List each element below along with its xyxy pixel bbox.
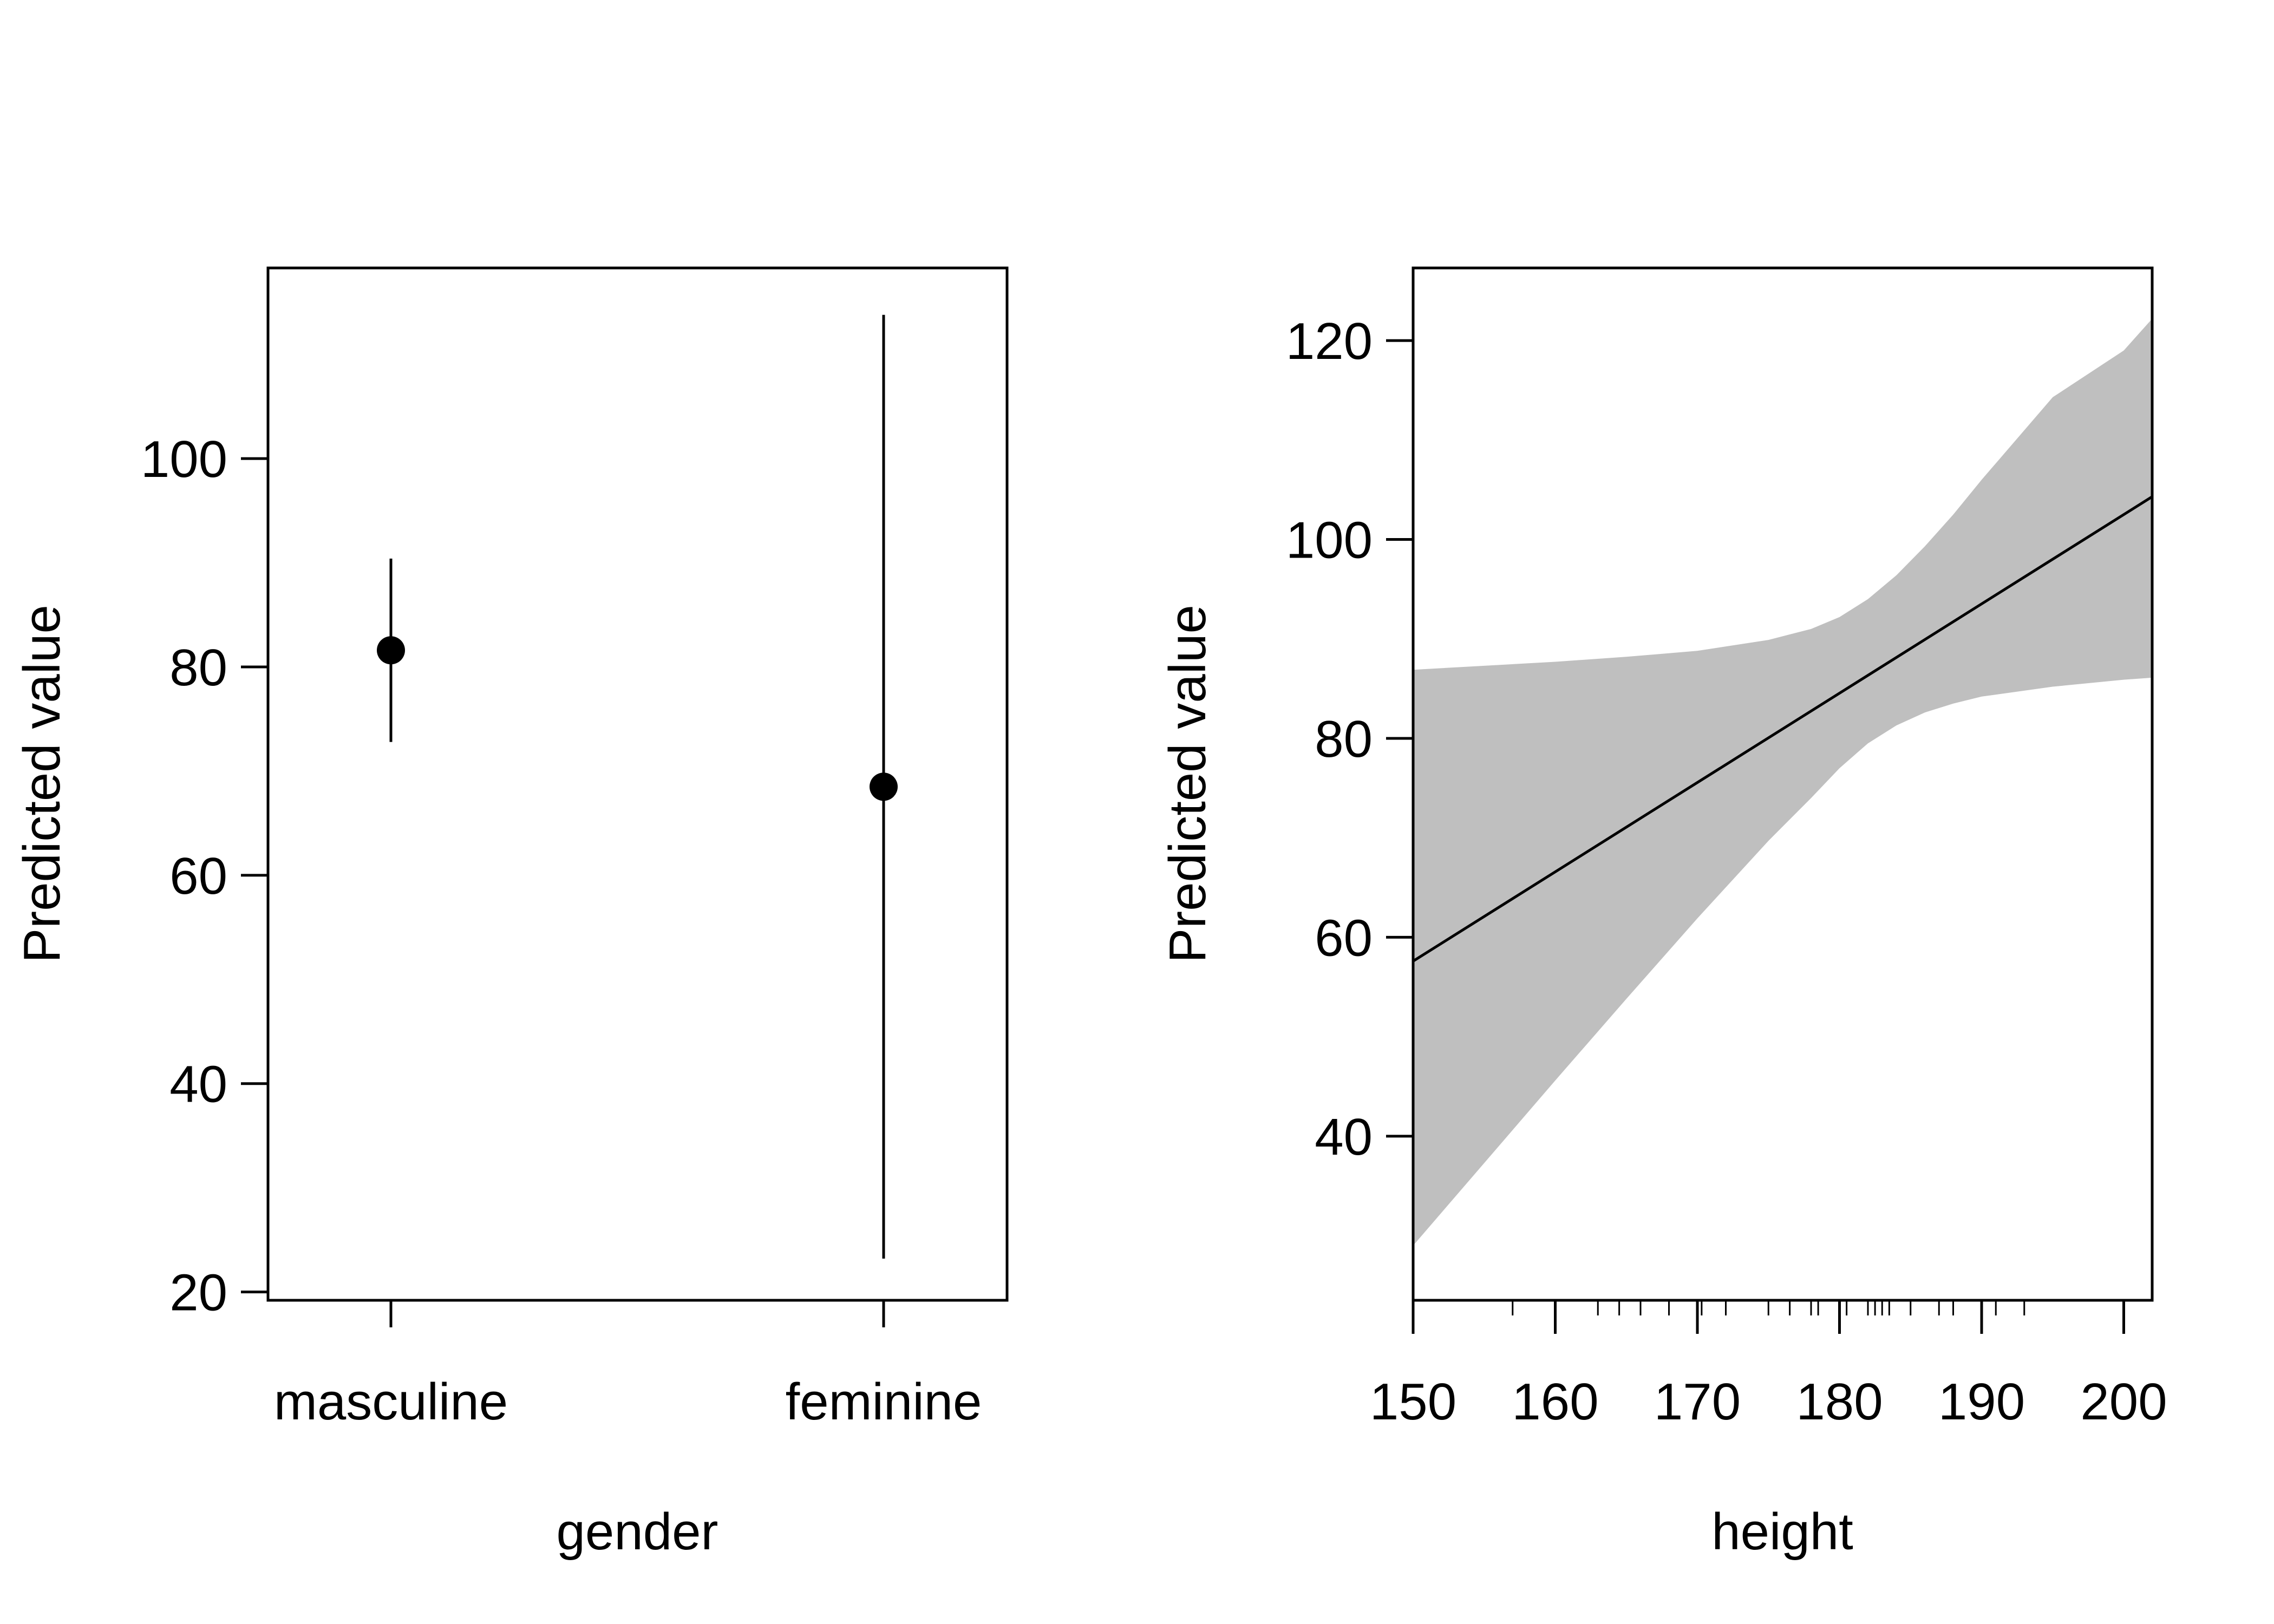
height-effect-panel: 40 60 80 100 120 150 160 170 180 190 200 height P… xyxy=(1159,266,2167,1561)
x-tick-label-200: 200 xyxy=(2080,1373,2167,1431)
gender-effect-panel: 20 40 60 80 100 masculine feminine gender Pre… xyxy=(13,266,1009,1561)
x-axis: masculine feminine xyxy=(274,1300,982,1431)
y-axis-title: Predicted value xyxy=(1159,605,1217,963)
point-feminine xyxy=(870,772,898,801)
y-tick-label-100: 100 xyxy=(141,430,227,488)
x-tick-label-170: 170 xyxy=(1654,1373,1741,1431)
y-tick-label-100: 100 xyxy=(1286,512,1373,569)
plot-marks xyxy=(377,315,898,1259)
plot-marks xyxy=(1412,495,2153,962)
fit-line xyxy=(1412,495,2153,962)
x-axis: 150 160 170 180 190 200 xyxy=(1370,1300,2167,1431)
confidence-band xyxy=(1413,318,2152,1246)
x-tick-label-180: 180 xyxy=(1796,1373,1883,1431)
confidence-band-area xyxy=(1413,318,2152,1246)
y-tick-label-20: 20 xyxy=(169,1264,227,1322)
y-axis: 20 40 60 80 100 xyxy=(141,430,268,1322)
y-tick-label-80: 80 xyxy=(169,639,227,697)
x-tick-label-feminine: feminine xyxy=(786,1373,982,1431)
plot-frame xyxy=(1412,266,2154,1302)
y-tick-label-120: 120 xyxy=(1286,312,1373,370)
y-tick-label-40: 40 xyxy=(1315,1108,1373,1166)
point-masculine xyxy=(377,636,405,665)
y-tick-label-60: 60 xyxy=(1315,909,1373,967)
x-tick-label-160: 160 xyxy=(1512,1373,1598,1431)
rug-marks xyxy=(1512,1300,2025,1315)
x-tick-label-190: 190 xyxy=(1938,1373,2025,1431)
x-tick-label-masculine: masculine xyxy=(274,1373,508,1431)
plot-frame xyxy=(266,266,1009,1302)
x-tick-label-150: 150 xyxy=(1370,1373,1456,1431)
x-axis-title: height xyxy=(1711,1503,1853,1561)
x-axis-title: gender xyxy=(557,1503,718,1561)
y-axis-title: Predicted value xyxy=(13,605,71,963)
y-tick-label-80: 80 xyxy=(1315,710,1373,768)
y-axis: 40 60 80 100 120 xyxy=(1286,312,1413,1166)
y-tick-label-60: 60 xyxy=(169,847,227,905)
y-tick-label-40: 40 xyxy=(169,1056,227,1114)
